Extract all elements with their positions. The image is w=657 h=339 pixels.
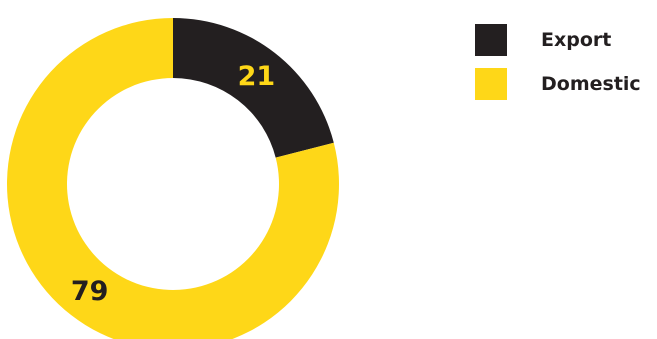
slice-label-domestic: 79	[71, 276, 109, 307]
chart-legend: Export Domestic	[475, 24, 641, 100]
slice-domestic	[7, 18, 339, 339]
slice-label-export: 21	[238, 61, 276, 92]
chart-slice-labels: 21 79	[71, 61, 275, 307]
legend-swatch-export	[475, 24, 507, 56]
chart-slices	[7, 18, 339, 339]
legend-label-export: Export	[541, 29, 611, 51]
slice-export	[173, 18, 334, 158]
legend-swatch-domestic	[475, 68, 507, 100]
legend-label-domestic: Domestic	[541, 73, 641, 95]
